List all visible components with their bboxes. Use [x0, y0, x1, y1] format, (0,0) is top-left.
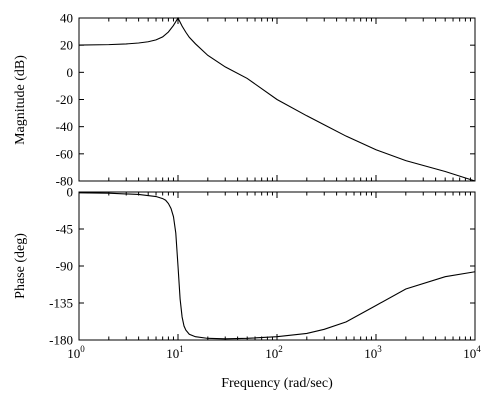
magnitude-ytick-label: 20: [60, 38, 73, 53]
magnitude-ytick-labels: 40 20 0 -20 -40 -60 -80: [56, 11, 73, 189]
phase-ytick-label: -180: [49, 333, 73, 348]
x-tick-label: 103: [364, 344, 382, 361]
phase-ytick-label: -135: [49, 296, 73, 311]
magnitude-ytick-label: -20: [56, 92, 73, 107]
magnitude-plot: 40 20 0 -20 -40 -60 -80 Magnitude (dB): [13, 11, 476, 189]
magnitude-curve: [78, 16, 476, 182]
x-tick-exponent: 3: [377, 344, 382, 354]
x-tick-exponent: 4: [476, 344, 481, 354]
phase-ticks: [79, 191, 475, 341]
magnitude-ytick-label: 0: [67, 65, 74, 80]
phase-curve: [78, 192, 476, 340]
x-tick-labels: 100 101 102 103 104: [67, 344, 481, 361]
x-tick-base: 10: [67, 346, 80, 361]
x-tick-base: 10: [166, 346, 179, 361]
x-tick-base: 10: [364, 346, 377, 361]
phase-ytick-labels: 0 -45 -90 -135 -180: [49, 185, 73, 348]
phase-ytick-label: -90: [56, 259, 73, 274]
magnitude-ticks: [79, 17, 475, 182]
phase-axes-frame: [78, 191, 476, 341]
magnitude-ytick-label: 40: [60, 11, 73, 26]
magnitude-ytick-label: -60: [56, 146, 73, 161]
x-tick-exponent: 0: [80, 344, 85, 354]
phase-plot: 0-45-90-135-180 100 101 102 103 104 Phase (d…: [13, 185, 481, 392]
x-tick-base: 10: [463, 346, 476, 361]
magnitude-ylabel: Magnitude (dB): [13, 55, 28, 145]
x-tick-label: 102: [265, 344, 283, 361]
x-tick-base: 10: [265, 346, 278, 361]
phase-ytick-label: -45: [56, 222, 73, 237]
x-tick-exponent: 2: [278, 344, 283, 354]
magnitude-ytick-label: -40: [56, 119, 73, 134]
magnitude-ytick-label: -80: [56, 174, 73, 189]
magnitude-axes-frame: [78, 17, 476, 182]
x-tick-label: 100: [67, 344, 85, 361]
x-tick-label: 101: [166, 344, 184, 361]
x-tick-label: 104: [463, 344, 481, 361]
phase-ylabel: Phase (deg): [13, 233, 28, 299]
x-tick-exponent: 1: [179, 344, 184, 354]
phase-ytick-label: 0: [67, 185, 74, 200]
x-axis-label: Frequency (rad/sec): [221, 376, 333, 391]
